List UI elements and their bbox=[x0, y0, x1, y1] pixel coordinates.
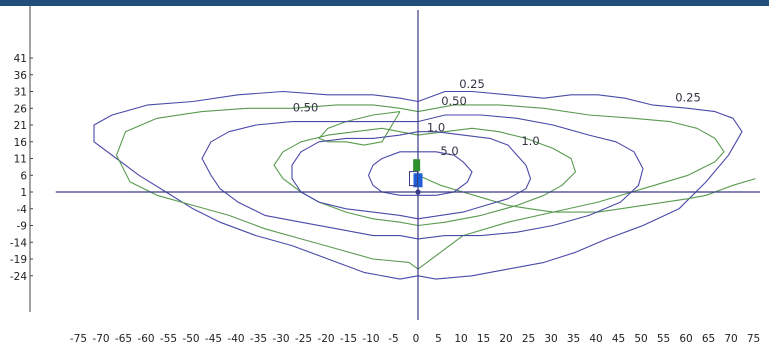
y-tick-label: -24 bbox=[10, 271, 27, 283]
y-tick-label: 36 bbox=[14, 70, 28, 82]
marker-dot bbox=[415, 189, 421, 195]
x-tick-label: 75 bbox=[747, 333, 760, 345]
contour-line-green bbox=[273, 127, 577, 227]
contour-label: 0.50 bbox=[441, 94, 467, 108]
y-tick-label: 11 bbox=[14, 154, 27, 166]
x-tick-label: -40 bbox=[227, 333, 244, 345]
contour-label: 1.0 bbox=[521, 134, 539, 148]
x-tick-label: 70 bbox=[724, 333, 737, 345]
contour-line-green bbox=[318, 111, 401, 146]
contour-label: 0.50 bbox=[293, 101, 319, 115]
center-markers bbox=[409, 159, 423, 195]
y-tick-label: -14 bbox=[10, 237, 27, 249]
y-tick-label: 26 bbox=[14, 103, 28, 115]
x-tick-label: 0 bbox=[413, 333, 420, 345]
x-tick-label: -70 bbox=[92, 333, 109, 345]
x-tick-label: -35 bbox=[250, 333, 267, 345]
y-tick-label: 16 bbox=[14, 137, 28, 149]
x-tick-label: -5 bbox=[388, 333, 398, 345]
y-tick-label: -4 bbox=[17, 204, 28, 216]
y-tick-label: 6 bbox=[20, 170, 27, 182]
y-tick-label: -19 bbox=[10, 254, 27, 266]
y-tick-label: 41 bbox=[14, 53, 27, 65]
x-tick-label: -50 bbox=[182, 333, 199, 345]
x-tick-label: 30 bbox=[544, 333, 557, 345]
contour-label: 0.25 bbox=[675, 91, 701, 105]
x-tick-label: 40 bbox=[589, 333, 602, 345]
x-tick-label: 20 bbox=[499, 333, 512, 345]
contour-line-blue bbox=[201, 114, 644, 240]
contour-label: 1.0 bbox=[427, 121, 445, 135]
x-tick-label: 5 bbox=[435, 333, 442, 345]
y-tick-label: -9 bbox=[17, 221, 27, 233]
x-tick-label: -75 bbox=[70, 333, 87, 345]
x-tick-label: -45 bbox=[205, 333, 222, 345]
x-tick-label: -15 bbox=[340, 333, 357, 345]
x-tick-label: 65 bbox=[702, 333, 715, 345]
x-tick-label: -55 bbox=[160, 333, 177, 345]
header-bar bbox=[0, 0, 769, 6]
contour-labels: 0.25 0.25 0.50 0.50 1.0 1.0 5.0 bbox=[293, 77, 701, 158]
x-tick-label: 35 bbox=[567, 333, 580, 345]
x-tick-labels: -75 -70 -65 -60 -55 -50 -45 -40 -35 -30 -25 -20 -15-… bbox=[70, 333, 760, 345]
x-tick-label: -10 bbox=[362, 333, 379, 345]
x-tick-label: 50 bbox=[634, 333, 647, 345]
contour-label: 0.25 bbox=[459, 77, 485, 91]
x-tick-label: -65 bbox=[115, 333, 132, 345]
y-tick-labels: 41 36 31 26 21 16 11 6 1 -4 -9 -14 -19 -24 bbox=[10, 53, 33, 283]
x-tick-label: 55 bbox=[657, 333, 670, 345]
center-axes bbox=[55, 10, 760, 320]
y-tick-label: 21 bbox=[14, 120, 27, 132]
contour-line-green bbox=[417, 174, 756, 213]
x-tick-label: 15 bbox=[477, 333, 490, 345]
x-tick-label: -20 bbox=[317, 333, 334, 345]
marker-square-marker_green bbox=[413, 159, 421, 172]
y-tick-label: 31 bbox=[14, 87, 27, 99]
contour-line-blue bbox=[93, 90, 743, 280]
x-tick-label: -60 bbox=[137, 333, 154, 345]
x-tick-label: 10 bbox=[454, 333, 467, 345]
x-tick-label: 25 bbox=[522, 333, 535, 345]
marker-outline bbox=[409, 171, 418, 187]
y-tick-label: 1 bbox=[20, 187, 27, 199]
contour-lines bbox=[93, 90, 756, 280]
x-tick-label: -25 bbox=[295, 333, 312, 345]
contour-line-green bbox=[115, 104, 725, 270]
contour-label: 5.0 bbox=[440, 144, 458, 158]
x-tick-label: 60 bbox=[679, 333, 692, 345]
x-tick-label: 45 bbox=[612, 333, 625, 345]
x-tick-label: -30 bbox=[272, 333, 289, 345]
